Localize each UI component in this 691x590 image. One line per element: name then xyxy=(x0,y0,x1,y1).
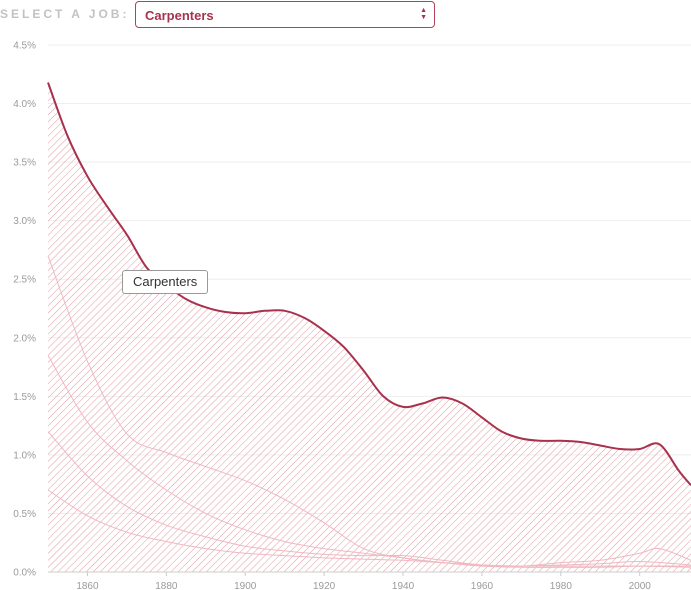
series-tooltip: Carpenters xyxy=(122,270,209,294)
y-tick-label: 0.5% xyxy=(13,509,36,520)
x-tick-label: 1940 xyxy=(392,581,415,590)
y-tick-label: 4.0% xyxy=(13,99,36,110)
series-line-3[interactable] xyxy=(47,431,691,567)
x-tick-label: 2000 xyxy=(629,581,652,590)
y-tick-label: 2.5% xyxy=(13,275,36,286)
highlight-area-fill xyxy=(48,82,691,572)
series-line-2[interactable] xyxy=(47,355,691,568)
y-tick-label: 3.0% xyxy=(13,216,36,227)
x-tick-label: 1920 xyxy=(313,581,336,590)
x-tick-label: 1980 xyxy=(550,581,573,590)
x-tick-label: 1900 xyxy=(234,581,257,590)
x-tick-label: 1860 xyxy=(76,581,99,590)
select-job-label: SELECT A JOB: xyxy=(0,7,130,21)
y-tick-label: 2.0% xyxy=(13,333,36,344)
x-tick-label: 1960 xyxy=(471,581,494,590)
series-line-1[interactable] xyxy=(47,255,691,567)
y-tick-label: 4.5% xyxy=(13,41,36,52)
series-line-4[interactable] xyxy=(47,489,691,568)
y-tick-label: 1.0% xyxy=(13,450,36,461)
job-dropdown[interactable]: Carpenters ▲ ▼ xyxy=(135,1,435,28)
job-select-bar: SELECT A JOB: Carpenters ▲ ▼ xyxy=(0,0,691,30)
axes: 0.0% 0.5% 1.0% 1.5% 2.0% 2.5% 3.0% 3.5% 4.0% 4.5%… xyxy=(13,41,691,590)
y-tick-label: 1.5% xyxy=(13,392,36,403)
y-tick-label: 3.5% xyxy=(13,158,36,169)
y-tick-label: 0.0% xyxy=(13,568,36,579)
other-jobs-lines xyxy=(47,255,691,568)
x-tick-label: 1880 xyxy=(155,581,178,590)
sort-arrows-icon: ▲ ▼ xyxy=(420,7,427,21)
area-fill-layer xyxy=(48,82,691,572)
job-dropdown-value: Carpenters xyxy=(145,8,214,23)
